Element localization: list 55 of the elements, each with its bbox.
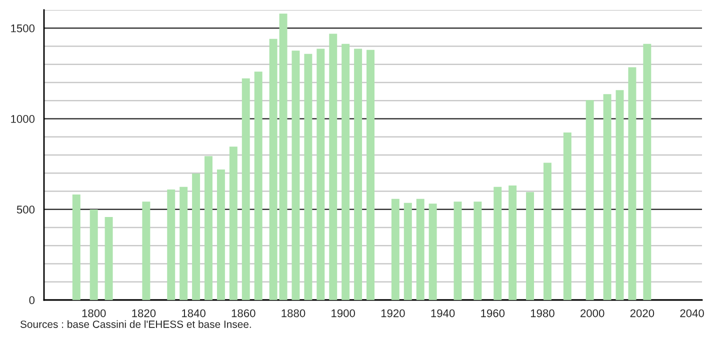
- x-tick-label: 1800: [82, 309, 106, 318]
- bar: [269, 38, 278, 300]
- bar: [474, 202, 482, 300]
- bar: [543, 162, 552, 300]
- x-tick-label: 2000: [580, 309, 604, 318]
- bar: [586, 100, 594, 300]
- x-tick-label: 1900: [332, 309, 356, 318]
- bar: [416, 198, 424, 300]
- bar: [616, 90, 624, 300]
- bar: [454, 202, 462, 300]
- x-tick-label: 1940: [431, 309, 455, 318]
- source-note: Sources : base Cassini de l'EHESS et base Insee.: [20, 320, 251, 328]
- x-tick-label: 1880: [282, 309, 306, 318]
- bar: [366, 50, 374, 300]
- bar: [180, 186, 188, 300]
- bar: [104, 216, 113, 300]
- bar: [391, 198, 400, 300]
- bar: [404, 202, 412, 300]
- bar: [428, 204, 437, 300]
- bar: [304, 54, 312, 300]
- bar: [563, 132, 572, 300]
- x-tick-label: 1840: [182, 309, 206, 318]
- bar: [342, 44, 350, 300]
- bar: [167, 189, 176, 300]
- bar: [316, 48, 325, 300]
- y-tick-label: 500: [16, 206, 35, 214]
- y-tick-label: 1500: [11, 24, 35, 32]
- bar: [216, 170, 225, 300]
- x-tick-label: 1820: [132, 309, 156, 318]
- x-tick-label: 1860: [232, 309, 256, 318]
- bar: [628, 67, 636, 300]
- bar: [192, 173, 200, 300]
- x-tick-label: 1960: [481, 309, 505, 318]
- y-tick-label: 1000: [11, 115, 35, 123]
- bar: [90, 210, 98, 300]
- x-tick-label: 1920: [381, 309, 405, 318]
- y-tick-label: 0: [29, 296, 35, 304]
- bar: [142, 202, 150, 300]
- bar: [242, 78, 250, 300]
- bar: [643, 44, 652, 300]
- x-tick-label: 1980: [530, 309, 554, 318]
- bar: [354, 48, 362, 300]
- bar: [329, 34, 338, 300]
- bar: [526, 192, 534, 300]
- bar: [494, 186, 502, 300]
- bar: [292, 50, 300, 300]
- bar: [279, 14, 288, 300]
- bar: [254, 72, 262, 300]
- bar: [229, 146, 238, 300]
- bar: [204, 156, 212, 300]
- x-tick-label: 2020: [630, 309, 654, 318]
- bar: [72, 194, 80, 300]
- bar: [603, 94, 612, 300]
- x-tick-label: 2040: [680, 309, 704, 318]
- bar: [508, 185, 517, 300]
